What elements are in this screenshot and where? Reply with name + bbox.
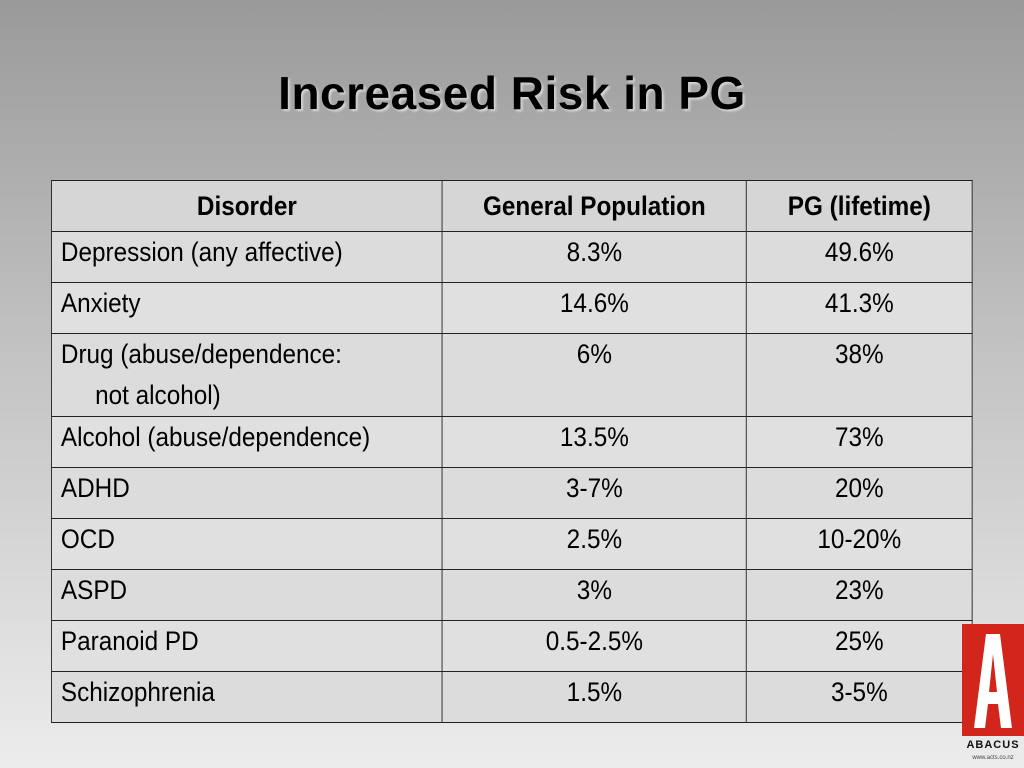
cell-general: 3-7% <box>441 467 747 519</box>
header-disorder: Disorder <box>50 180 443 232</box>
table-row: ADHD 3-7% 20% <box>50 467 973 519</box>
cell-general: 8.3% <box>441 231 747 283</box>
table-row: Paranoid PD 0.5-2.5% 25% <box>50 620 973 672</box>
logo-name: ABACUS <box>966 739 1020 751</box>
header-general-population: General Population <box>441 180 747 232</box>
cell-disorder: Anxiety <box>50 282 443 334</box>
cell-disorder-line1: Drug (abuse/dependence: <box>60 339 342 369</box>
cell-pg: 41.3% <box>746 282 973 334</box>
cell-general: 2.5% <box>441 518 747 570</box>
cell-pg: 49.6% <box>746 231 973 283</box>
cell-pg: 25% <box>746 620 973 672</box>
table-row: Depression (any affective) 8.3% 49.6% <box>50 231 973 283</box>
cell-disorder: Paranoid PD <box>50 620 443 672</box>
slide-title: Increased Risk in PG <box>278 67 746 119</box>
cell-general: 14.6% <box>441 282 747 334</box>
letter-a-icon <box>974 634 1012 728</box>
table-row: ASPD 3% 23% <box>50 569 973 621</box>
cell-disorder: Schizophrenia <box>50 671 443 723</box>
cell-general: 1.5% <box>441 671 747 723</box>
abacus-logo-mark <box>962 624 1024 736</box>
risk-table: Disorder General Population PG (lifetime… <box>50 180 973 723</box>
table-row: Anxiety 14.6% 41.3% <box>50 282 973 334</box>
table-header-row: Disorder General Population PG (lifetime… <box>50 180 973 232</box>
cell-disorder: Alcohol (abuse/dependence) <box>50 416 443 468</box>
cell-pg: 23% <box>746 569 973 621</box>
cell-disorder: ADHD <box>50 467 443 519</box>
cell-general: 6% <box>441 333 747 417</box>
cell-general: 0.5-2.5% <box>441 620 747 672</box>
logo-url: www.acts.co.nz <box>972 755 1014 761</box>
cell-disorder: OCD <box>50 518 443 570</box>
table-row: Schizophrenia 1.5% 3-5% <box>50 671 973 723</box>
table-row: OCD 2.5% 10-20% <box>50 518 973 570</box>
abacus-logo: ABACUS www.acts.co.nz <box>962 624 1024 768</box>
cell-disorder: Drug (abuse/dependence: not alcohol) <box>50 333 443 417</box>
table-row: Drug (abuse/dependence: not alcohol) 6% 3… <box>50 333 973 417</box>
cell-disorder: Depression (any affective) <box>50 231 443 283</box>
cell-pg: 20% <box>746 467 973 519</box>
cell-pg: 73% <box>746 416 973 468</box>
cell-general: 3% <box>441 569 747 621</box>
cell-pg: 10-20% <box>746 518 973 570</box>
cell-pg: 3-5% <box>746 671 973 723</box>
cell-general: 13.5% <box>441 416 747 468</box>
cell-pg: 38% <box>746 333 973 417</box>
cell-disorder: ASPD <box>50 569 443 621</box>
table-row: Alcohol (abuse/dependence) 13.5% 73% <box>50 416 973 468</box>
header-pg-lifetime: PG (lifetime) <box>746 180 973 232</box>
cell-disorder-line2: not alcohol) <box>95 380 221 410</box>
